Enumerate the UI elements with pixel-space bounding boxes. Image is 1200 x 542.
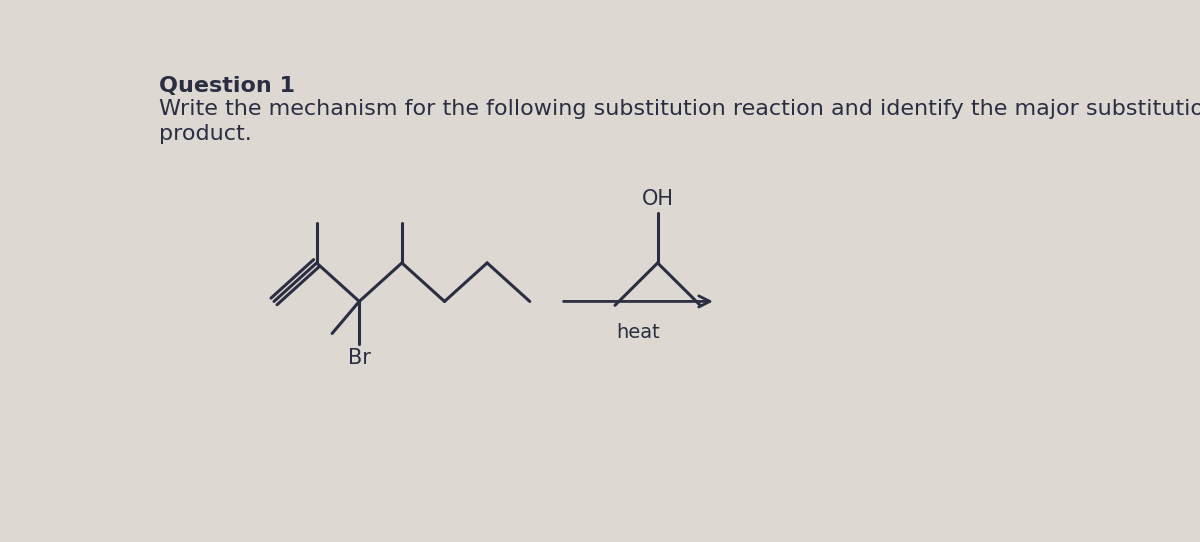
Text: OH: OH <box>642 189 673 209</box>
Text: Write the mechanism for the following substitution reaction and identify the maj: Write the mechanism for the following su… <box>160 99 1200 119</box>
Text: Question 1: Question 1 <box>160 76 295 96</box>
Text: product.: product. <box>160 124 252 144</box>
Text: Br: Br <box>348 349 371 369</box>
Text: heat: heat <box>617 323 660 342</box>
